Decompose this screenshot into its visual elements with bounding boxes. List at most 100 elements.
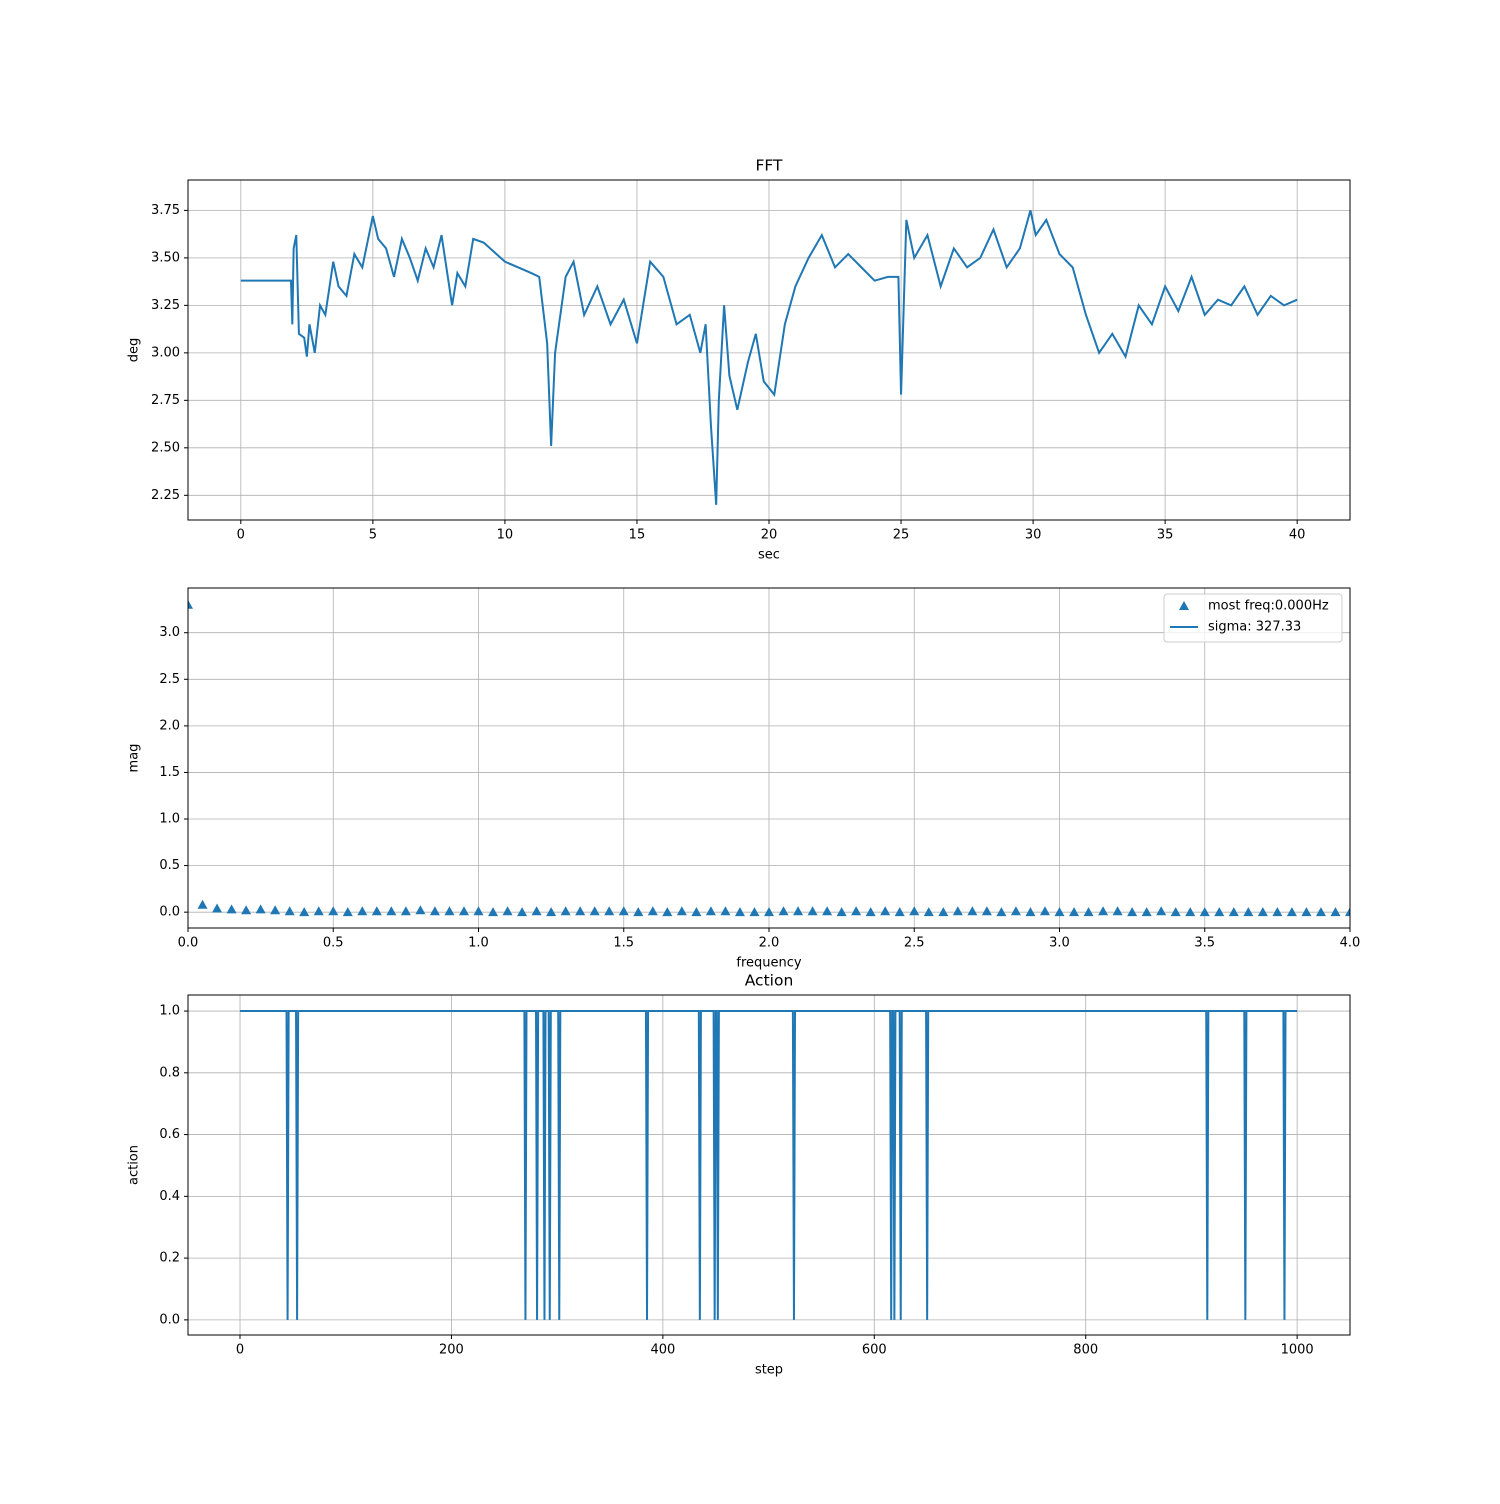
point — [386, 906, 397, 916]
y-tick-label: 0.8 — [159, 1065, 180, 1080]
point — [284, 906, 295, 916]
legend-marker — [1179, 601, 1189, 610]
point — [865, 907, 876, 917]
point — [241, 905, 252, 915]
x-tick-label: 800 — [1073, 1343, 1098, 1358]
x-tick-label: 20 — [761, 528, 778, 543]
point — [836, 907, 847, 917]
x-axis-label: step — [755, 1363, 783, 1378]
point — [1010, 906, 1021, 916]
y-tick-label: 3.75 — [151, 203, 180, 218]
plot-area — [240, 210, 1298, 505]
point — [429, 906, 440, 916]
axes-frame — [187, 179, 1351, 521]
point — [226, 904, 237, 914]
y-tick-label: 0.6 — [159, 1127, 180, 1142]
point — [662, 907, 673, 917]
x-tick-label: 0.0 — [178, 936, 199, 951]
point — [807, 906, 818, 916]
point — [1156, 906, 1167, 916]
y-tick-label: 3.25 — [151, 298, 180, 313]
point — [1272, 907, 1283, 917]
x-tick-label: 35 — [1157, 528, 1174, 543]
axes-frame — [187, 587, 1351, 929]
point — [734, 907, 745, 917]
point — [822, 906, 833, 916]
point — [255, 904, 266, 914]
point — [1069, 907, 1080, 917]
point — [1315, 907, 1326, 917]
point — [1039, 906, 1050, 916]
y-tick-label: 0.0 — [159, 905, 180, 920]
x-tick-label: 200 — [439, 1343, 464, 1358]
point — [938, 907, 949, 917]
point — [793, 906, 804, 916]
point — [473, 906, 484, 916]
point — [720, 906, 731, 916]
chart-title: FFT — [755, 157, 783, 175]
data-line — [240, 210, 1298, 505]
point — [1286, 907, 1297, 917]
point — [981, 906, 992, 916]
y-tick-label: 2.5 — [159, 672, 180, 687]
point — [415, 905, 426, 915]
x-axis-label: sec — [758, 548, 780, 563]
x-tick-label: 10 — [497, 528, 514, 543]
point — [371, 906, 382, 916]
point — [531, 906, 542, 916]
subplot: 0.0 0.5 1.0 1.5 2.0 2.5 3.0 3.5 4.0 0.0 0.5 1.0 1.5 2… — [127, 587, 1361, 971]
point — [575, 906, 586, 916]
y-tick-label: 2.25 — [151, 488, 180, 503]
x-tick-label: 25 — [893, 528, 910, 543]
point — [1170, 907, 1181, 917]
point — [270, 905, 281, 915]
point — [604, 906, 615, 916]
point — [1214, 907, 1225, 917]
point — [1054, 907, 1065, 917]
point — [778, 906, 789, 916]
y-tick-label: 3.0 — [159, 625, 180, 640]
x-tick-label: 3.0 — [1049, 936, 1070, 951]
plot-area — [188, 599, 1350, 917]
x-tick-label: 30 — [1025, 528, 1042, 543]
point — [996, 907, 1007, 917]
y-axis-label: action — [127, 1145, 142, 1185]
x-tick-label: 0.5 — [323, 936, 344, 951]
point — [1345, 907, 1350, 917]
point — [328, 906, 339, 916]
point — [313, 906, 324, 916]
point — [357, 906, 368, 916]
point — [1127, 907, 1138, 917]
point — [212, 903, 223, 913]
point — [749, 907, 760, 917]
x-tick-label: 1.5 — [613, 936, 634, 951]
x-tick-label: 5 — [369, 528, 377, 543]
point — [952, 906, 963, 916]
point — [589, 906, 600, 916]
y-tick-label: 1.0 — [159, 812, 180, 827]
subplot: 0 200 400 600 800 1000 0.0 0.2 0.4 0.6 0.8 1.0 Actio… — [127, 972, 1351, 1378]
point — [764, 907, 774, 917]
y-tick-label: 2.0 — [159, 718, 180, 733]
point — [1199, 907, 1210, 917]
point — [1243, 907, 1254, 917]
y-axis-label: mag — [127, 744, 142, 773]
y-tick-label: 1.5 — [159, 765, 180, 780]
chart-title: Action — [745, 972, 794, 990]
legend-label: most freq:0.000Hz — [1208, 599, 1329, 614]
point — [502, 906, 513, 916]
point — [546, 907, 557, 917]
point — [1228, 907, 1239, 917]
legend-box — [1163, 593, 1343, 643]
point — [488, 907, 499, 917]
x-tick-label: 4.0 — [1340, 936, 1361, 951]
x-tick-label: 1000 — [1281, 1343, 1314, 1358]
point — [909, 906, 920, 916]
y-tick-label: 2.75 — [151, 393, 180, 408]
point — [342, 907, 353, 917]
point — [705, 906, 716, 916]
point — [1141, 907, 1152, 917]
subplot: 0 5 10 15 20 25 30 35 40 2.25 2.50 2.75 3.00 3.25 3.50… — [127, 157, 1351, 563]
point — [923, 907, 934, 917]
point — [618, 906, 629, 916]
